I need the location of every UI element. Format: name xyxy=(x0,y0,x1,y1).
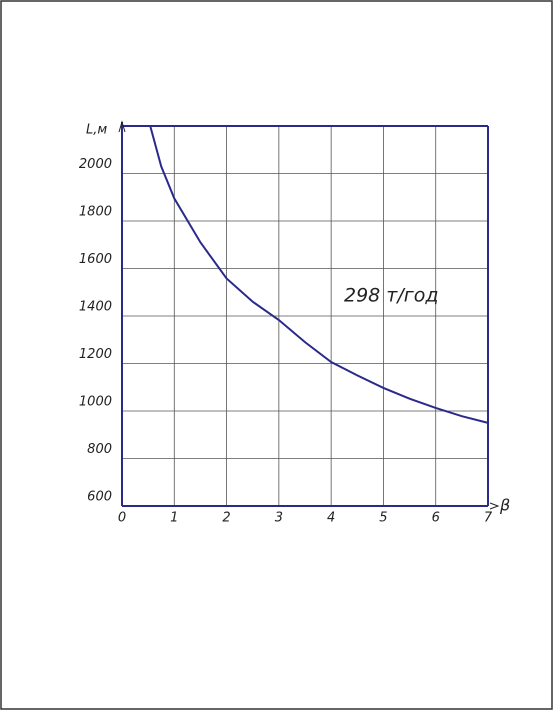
y-tick-label: 600 xyxy=(87,490,112,505)
y-tick-label: 2000 xyxy=(79,157,112,172)
y-tick-label: 1200 xyxy=(79,347,112,362)
x-tick-label: 0 xyxy=(118,511,126,526)
y-tick-label: 800 xyxy=(87,442,112,457)
y-tick-label: 1800 xyxy=(79,205,112,220)
y-tick-label: 1000 xyxy=(79,395,112,410)
x-tick-label: 2 xyxy=(222,511,230,526)
y-tick-label: 1600 xyxy=(79,252,112,267)
x-tick-label: 5 xyxy=(379,511,387,526)
x-tick-label: 6 xyxy=(432,511,440,526)
y-axis-label: L,м xyxy=(86,123,107,138)
axis-arrow xyxy=(489,502,500,510)
y-tick-label: 1400 xyxy=(79,300,112,315)
x-tick-label: 3 xyxy=(275,511,283,526)
x-axis-label: β xyxy=(499,496,510,515)
series-label: 298 т/год xyxy=(344,285,439,307)
x-tick-label: 7 xyxy=(484,511,493,526)
data-line xyxy=(149,125,489,424)
x-tick-label: 1 xyxy=(170,511,178,526)
x-tick-label: 4 xyxy=(327,511,335,526)
axis-arrow xyxy=(118,120,126,133)
